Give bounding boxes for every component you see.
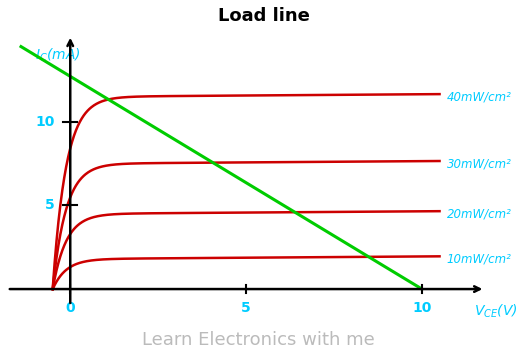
- Text: 10: 10: [412, 301, 431, 315]
- Text: $I_C$(mA): $I_C$(mA): [35, 46, 81, 64]
- Text: 0: 0: [65, 301, 75, 315]
- Text: 10mW/cm²: 10mW/cm²: [447, 252, 511, 266]
- Text: $V_{CE}$(V): $V_{CE}$(V): [474, 303, 518, 320]
- Text: 10: 10: [35, 115, 55, 129]
- Text: Load line: Load line: [218, 7, 310, 25]
- Text: 5: 5: [45, 198, 55, 213]
- Text: 40mW/cm²: 40mW/cm²: [447, 90, 511, 103]
- Text: 30mW/cm²: 30mW/cm²: [447, 157, 511, 170]
- Text: 5: 5: [241, 301, 251, 315]
- Text: 20mW/cm²: 20mW/cm²: [447, 207, 511, 220]
- Text: Learn Electronics with me: Learn Electronics with me: [142, 331, 375, 350]
